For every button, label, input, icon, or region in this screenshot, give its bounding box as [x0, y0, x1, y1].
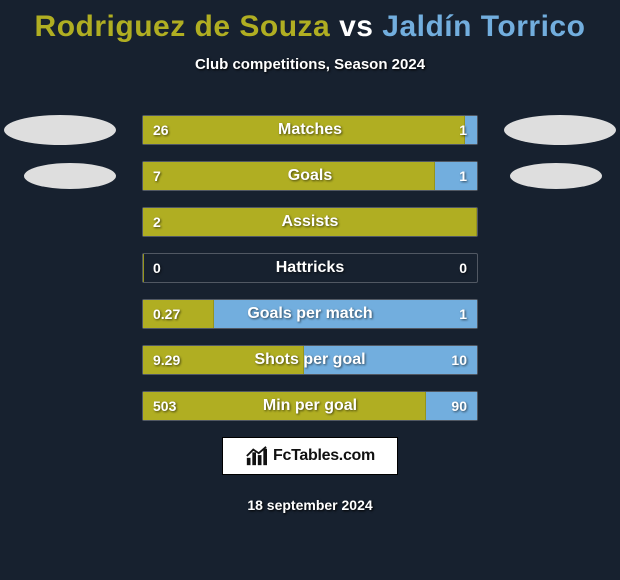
bar-segment-right: [426, 392, 477, 420]
title-player1: Rodriguez de Souza: [35, 10, 331, 43]
bar-segment-left: [143, 346, 304, 374]
bars-logo-icon: [245, 445, 267, 467]
stat-value-left: 0: [153, 254, 161, 282]
bar-segment-left: [143, 300, 214, 328]
player-shadow-ellipse: [4, 115, 116, 145]
logo: FcTables.com: [222, 437, 398, 475]
stat-label: Hattricks: [143, 254, 477, 282]
player-shadow-ellipse: [510, 163, 602, 189]
logo-text: FcTables.com: [273, 447, 375, 465]
bar-segment-left: [143, 162, 435, 190]
stat-row: Assists2: [142, 207, 478, 237]
bar-segment-left: [143, 254, 144, 282]
stat-row: Goals per match0.271: [142, 299, 478, 329]
stat-row: Matches261: [142, 115, 478, 145]
bar-segment-right: [435, 162, 477, 190]
title-player2: Jaldín Torrico: [382, 10, 585, 43]
stat-row: Min per goal50390: [142, 391, 478, 421]
stat-row: Goals71: [142, 161, 478, 191]
stat-value-right: 0: [459, 254, 467, 282]
bar-segment-right: [214, 300, 477, 328]
stat-row: Hattricks0 0: [142, 253, 478, 283]
subtitle: Club competitions, Season 2024: [0, 56, 620, 73]
bar-segment-left: [143, 392, 426, 420]
bars-container: Matches261 Goals71 Assists2 Hattricks0 0 Goal…: [142, 115, 478, 421]
bar-segment-right: [304, 346, 477, 374]
title-vs: vs: [330, 10, 382, 43]
bar-segment-right: [465, 116, 477, 144]
bar-segment-left: [143, 116, 465, 144]
bar-segment-left: [143, 208, 477, 236]
comparison-chart: Matches261 Goals71 Assists2 Hattricks0 0 Goal…: [0, 115, 620, 421]
footer-date: 18 september 2024: [0, 497, 620, 513]
stat-row: Shots per goal9.2910: [142, 345, 478, 375]
player-shadow-ellipse: [24, 163, 116, 189]
page-title: Rodriguez de Souza vs Jaldín Torrico: [0, 0, 620, 44]
player-shadow-ellipse: [504, 115, 616, 145]
